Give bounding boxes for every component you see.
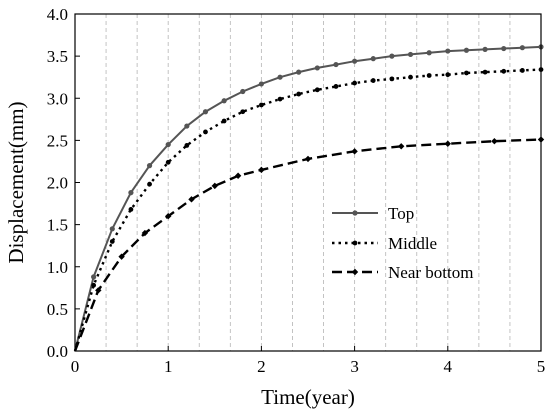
data-point bbox=[519, 68, 525, 73]
data-point bbox=[463, 47, 470, 53]
data-point bbox=[234, 172, 242, 179]
x-tick-label: 0 bbox=[71, 357, 80, 376]
data-point bbox=[221, 98, 227, 104]
data-point bbox=[91, 274, 97, 280]
data-point bbox=[398, 143, 405, 150]
y-tick-label: 3.0 bbox=[47, 89, 68, 108]
x-tick-label: 4 bbox=[444, 357, 453, 376]
legend-label-top: Top bbox=[388, 204, 414, 223]
data-point bbox=[109, 239, 115, 244]
y-tick-label: 0.0 bbox=[47, 342, 68, 361]
data-point bbox=[184, 123, 190, 129]
data-point bbox=[95, 287, 102, 294]
data-point bbox=[333, 61, 339, 68]
data-point bbox=[202, 109, 209, 115]
data-point bbox=[519, 45, 525, 51]
data-point bbox=[259, 102, 264, 108]
data-point bbox=[147, 181, 152, 187]
data-point bbox=[352, 80, 357, 86]
gridlines bbox=[105, 14, 511, 351]
legend-item-middle: Middle bbox=[332, 234, 437, 253]
data-point bbox=[258, 81, 264, 87]
data-point bbox=[165, 159, 171, 165]
data-point bbox=[258, 166, 265, 174]
data-point bbox=[141, 229, 149, 237]
data-point bbox=[389, 76, 395, 82]
y-tick-label: 2.0 bbox=[47, 174, 68, 193]
y-tick-label: 0.5 bbox=[47, 300, 68, 319]
x-tick-label: 3 bbox=[350, 357, 359, 376]
y-tick-label: 3.5 bbox=[47, 47, 68, 66]
data-point bbox=[333, 84, 339, 89]
data-point bbox=[109, 226, 115, 232]
y-tick-label: 1.5 bbox=[47, 216, 68, 235]
x-tick-label: 1 bbox=[164, 357, 173, 376]
y-tick-label: 4.0 bbox=[47, 5, 68, 24]
data-point bbox=[407, 51, 414, 58]
axis-ticks: 0 1 2 3 4 5 0.0 0.5 1.0 1.5 2.0 2.5 3.0 3.5 4.0 bbox=[47, 5, 546, 376]
data-point bbox=[445, 72, 451, 78]
x-axis-title: Time(year) bbox=[261, 385, 355, 409]
legend-item-top: Top bbox=[332, 204, 414, 223]
data-point bbox=[389, 53, 395, 59]
legend: Top Middle Near bottom bbox=[332, 204, 473, 282]
legend-label-near-bottom: Near bottom bbox=[388, 263, 473, 282]
data-point bbox=[296, 69, 302, 75]
data-point bbox=[277, 74, 283, 80]
data-point bbox=[128, 207, 134, 212]
data-point bbox=[91, 282, 97, 288]
data-point bbox=[304, 155, 312, 163]
data-point bbox=[165, 141, 171, 148]
data-point bbox=[188, 196, 195, 203]
y-tick-label: 1.0 bbox=[47, 258, 68, 277]
legend-marker-near-bottom bbox=[351, 268, 359, 276]
data-point bbox=[240, 109, 246, 115]
data-point bbox=[165, 213, 172, 220]
data-point bbox=[203, 129, 208, 135]
plot-frame bbox=[74, 13, 542, 352]
data-point bbox=[482, 69, 488, 75]
series-near-bottom bbox=[73, 136, 545, 352]
data-point bbox=[351, 148, 358, 155]
data-point bbox=[184, 143, 190, 148]
series-line-top bbox=[74, 45, 542, 352]
x-tick-label: 5 bbox=[537, 357, 546, 376]
y-axis-title: Displacement(mm) bbox=[4, 101, 28, 263]
series-middle bbox=[73, 67, 544, 352]
x-tick-label: 2 bbox=[257, 357, 266, 376]
data-point bbox=[370, 56, 376, 62]
data-point bbox=[221, 118, 227, 124]
data-point bbox=[482, 46, 488, 52]
data-point bbox=[501, 68, 507, 74]
data-point bbox=[146, 163, 153, 169]
legend-marker-middle bbox=[352, 240, 358, 246]
data-point bbox=[211, 182, 218, 190]
data-point bbox=[128, 190, 134, 196]
data-point bbox=[352, 58, 358, 64]
data-point bbox=[118, 253, 125, 260]
data-point bbox=[408, 74, 413, 80]
data-point bbox=[277, 96, 283, 102]
legend-marker-top bbox=[352, 210, 358, 216]
legend-item-near-bottom: Near bottom bbox=[332, 263, 473, 282]
data-point bbox=[314, 87, 320, 93]
data-point bbox=[240, 88, 246, 95]
data-point bbox=[296, 91, 302, 97]
data-point bbox=[491, 138, 498, 145]
data-point bbox=[426, 73, 432, 78]
data-point bbox=[426, 50, 432, 56]
data-point bbox=[370, 78, 376, 83]
series-layer bbox=[73, 44, 545, 352]
data-point bbox=[464, 70, 469, 76]
data-point bbox=[314, 65, 320, 71]
y-tick-label: 2.5 bbox=[47, 131, 68, 150]
data-point bbox=[445, 48, 451, 54]
series-top bbox=[74, 44, 544, 352]
data-point bbox=[501, 45, 507, 52]
series-line-middle bbox=[73, 68, 542, 352]
data-point bbox=[444, 140, 451, 147]
legend-label-middle: Middle bbox=[388, 234, 437, 253]
